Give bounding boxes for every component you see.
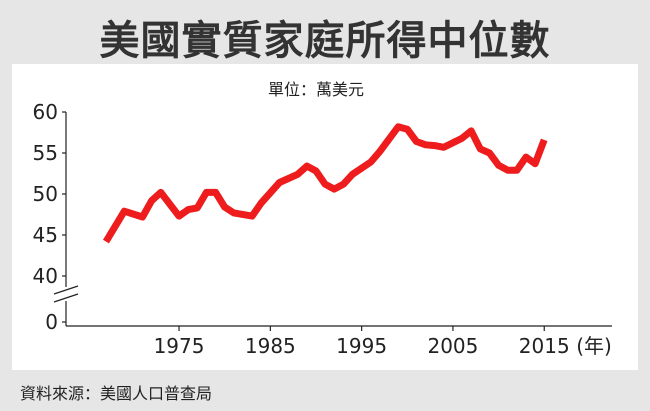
unit-label: 單位：萬美元 [268,80,365,99]
line-chart: 60 55 50 45 40 0 1975 1985 1995 2005 2015 (年) [33,100,612,358]
axis-break-gap [54,287,78,301]
x-tick-label: 2005 [427,334,478,358]
x-tick-label: 1995 [336,334,387,358]
y-axis: 60 55 50 45 40 0 [33,100,79,334]
series-line [103,123,548,244]
chart-title: 美國實質家庭所得中位數 [99,18,551,64]
axis-break-mark [53,285,79,295]
y-tick-label: 55 [33,141,58,165]
chart-panel: 單位：萬美元 60 55 50 45 40 0 1975 1985 1995 2005 2015(… [12,64,638,370]
series-median-income [103,123,548,244]
y-tick-label: 40 [33,264,58,288]
x-tick-label: 1985 [245,334,296,358]
y-tick-label: 60 [33,100,58,124]
y-tick-label: 45 [33,223,58,247]
source-note: 資料來源：美國人口普查局 [20,384,213,403]
axis-break-mark [53,293,79,303]
x-tick-label: 1975 [154,334,205,358]
x-tick-label: 2015 [519,334,570,358]
y-tick-label: 50 [33,182,58,206]
y-tick-label: 0 [45,310,58,334]
x-unit-label: (年) [576,334,612,358]
x-axis: 1975 1985 1995 2005 2015 (年) [66,325,612,358]
